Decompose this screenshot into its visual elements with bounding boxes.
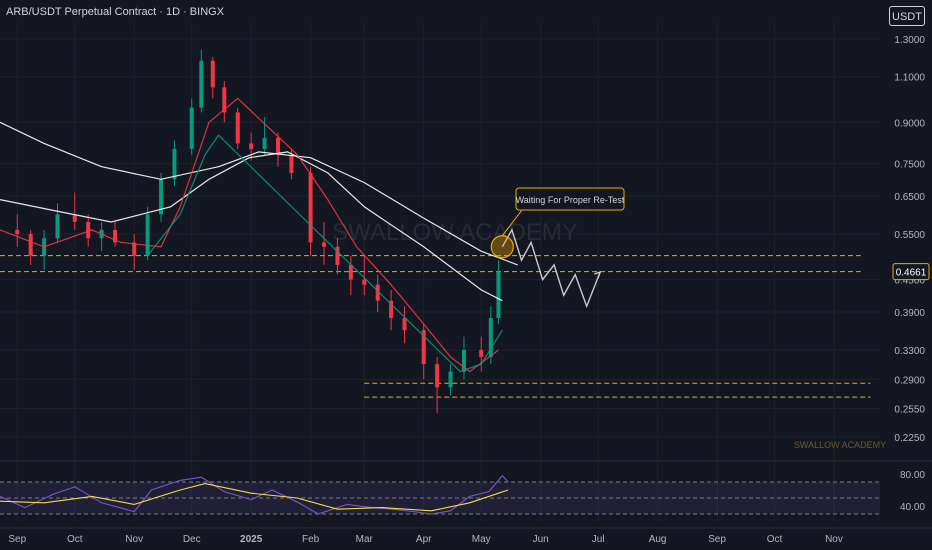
candle-body	[172, 148, 177, 180]
candle-body	[435, 364, 440, 388]
y-tick-label: 0.2250	[894, 433, 925, 444]
y-tick-label: 0.4500	[894, 276, 925, 287]
x-tick-label: Sep	[8, 534, 26, 545]
footer-brand: SWALLOW ACADEMY	[794, 440, 886, 450]
candle-body	[210, 60, 215, 88]
candle-body	[461, 349, 466, 372]
projection-arrowhead	[593, 271, 602, 279]
annotation-box	[515, 187, 625, 211]
chart-title: ARB/USDT Perpetual Contract · 1D · BINGX	[6, 6, 225, 18]
last-price-label: 0.4661	[896, 268, 927, 279]
candle-body	[28, 234, 33, 256]
currency-badge[interactable]: USDT	[889, 6, 925, 26]
candle-body	[362, 279, 367, 285]
candle-body	[375, 284, 380, 301]
candle-body	[132, 242, 137, 256]
price-axis[interactable]: 1.3000 1.1000 0.9000 0.7500 0.6500 0.5500 0.45…	[894, 35, 925, 513]
annotation: Waiting For Proper Re-Test	[490, 187, 625, 259]
projection-path	[501, 228, 602, 309]
y-tick-label: 1.3000	[894, 35, 925, 46]
candle-body	[55, 214, 60, 239]
x-tick-label: Jul	[592, 534, 605, 545]
annotation-circle	[490, 235, 514, 259]
x-tick-label: Apr	[416, 534, 432, 545]
candle-body	[222, 87, 227, 113]
rsi-tick-label: 80.00	[900, 470, 925, 481]
ma-line	[0, 151, 503, 302]
candle-body	[448, 371, 453, 388]
ma-line	[147, 134, 503, 373]
candle-body	[308, 172, 313, 243]
y-tick-label: 0.6500	[894, 192, 925, 203]
x-tick-label: Aug	[649, 534, 667, 545]
candle-body	[335, 246, 340, 265]
candle-body	[159, 179, 164, 215]
candle-body	[262, 137, 267, 149]
candle-body	[479, 349, 484, 357]
x-tick-label: Sep	[708, 534, 726, 545]
candle-body	[72, 214, 77, 222]
candle-body	[249, 143, 254, 149]
candle-body	[113, 229, 118, 243]
candle-body	[145, 214, 150, 256]
last-price-marker: 0.4661	[892, 263, 930, 281]
candle-body	[488, 317, 493, 357]
ma-line	[0, 121, 518, 266]
x-tick-label: 2025	[240, 534, 263, 545]
last-price-box	[892, 263, 930, 281]
y-tick-label: 0.2900	[894, 375, 925, 386]
x-tick-label: Dec	[183, 534, 201, 545]
candle-body	[402, 317, 407, 331]
candle-body	[15, 229, 20, 235]
y-tick-label: 1.1000	[894, 73, 925, 84]
candle-body	[289, 154, 294, 173]
y-tick-label: 0.5500	[894, 230, 925, 241]
candle-body	[275, 137, 280, 155]
candle-body	[496, 271, 501, 318]
candle-body	[322, 242, 327, 247]
ma-line	[0, 97, 499, 373]
candle-body	[86, 221, 91, 239]
x-tick-label: Oct	[67, 534, 83, 545]
x-tick-label: Oct	[767, 534, 783, 545]
candle-body	[235, 112, 240, 144]
projection-line	[501, 228, 601, 309]
rsi-tick-label: 40.00	[900, 502, 925, 513]
y-tick-label: 0.9000	[894, 118, 925, 129]
y-tick-label: 0.2550	[894, 404, 925, 415]
y-tick-label: 0.7500	[894, 160, 925, 171]
x-tick-label: Nov	[125, 534, 143, 545]
y-tick-label: 0.3900	[894, 308, 925, 319]
rsi-pane	[0, 474, 880, 515]
candle-body	[199, 60, 204, 108]
x-tick-label: Feb	[302, 534, 320, 545]
rsi-line	[0, 483, 509, 512]
x-tick-label: Mar	[356, 534, 374, 545]
x-tick-label: May	[472, 534, 491, 545]
time-axis[interactable]: Sep Oct Nov Dec 2025 Feb Mar Apr May Jun Jul Aug Sep…	[8, 534, 843, 545]
x-tick-label: Nov	[825, 534, 843, 545]
y-tick-label: 0.3300	[894, 346, 925, 357]
moving-averages	[0, 97, 518, 373]
grid-lines	[0, 22, 932, 529]
candle-body	[421, 330, 426, 365]
candle-body	[348, 264, 353, 280]
x-tick-label: Jun	[533, 534, 549, 545]
annotation-text: Waiting For Proper Re-Test	[516, 195, 625, 205]
watermark: SWALLOW ACADEMY	[332, 219, 578, 246]
annotation-leader	[501, 209, 523, 237]
candle-body	[389, 300, 394, 318]
candle-body	[189, 107, 194, 149]
